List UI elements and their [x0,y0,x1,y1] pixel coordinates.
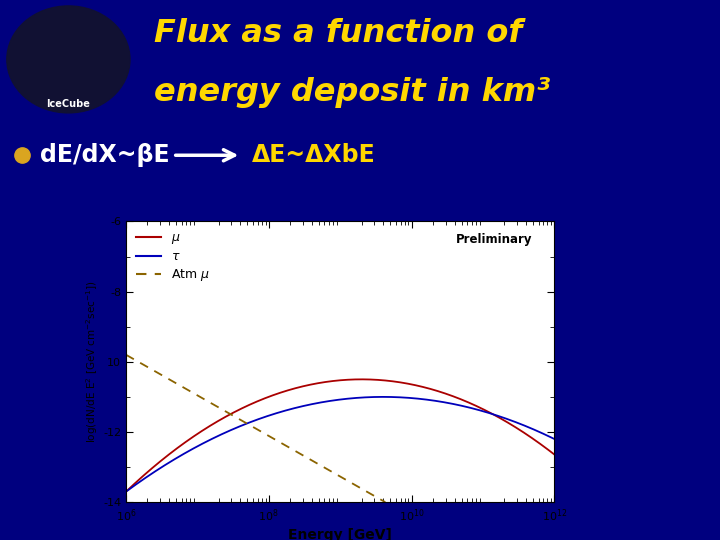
Circle shape [6,6,130,113]
Text: Preliminary: Preliminary [456,233,532,246]
Text: ΔE~ΔXbE: ΔE~ΔXbE [252,143,376,167]
Text: Flux as a function of: Flux as a function of [154,18,523,49]
Text: energy deposit in km³: energy deposit in km³ [154,77,551,108]
Text: IceCube: IceCube [47,99,90,109]
Legend: $\mu$, $\tau$, Atm $\mu$: $\mu$, $\tau$, Atm $\mu$ [132,228,214,287]
X-axis label: Energy [GeV]: Energy [GeV] [288,528,392,540]
Y-axis label: log(dN/dE E$^2$ [GeV cm$^{-2}$sec$^{-1}$]): log(dN/dE E$^2$ [GeV cm$^{-2}$sec$^{-1}$… [84,280,100,443]
Text: dE/dX~βE: dE/dX~βE [40,143,169,167]
